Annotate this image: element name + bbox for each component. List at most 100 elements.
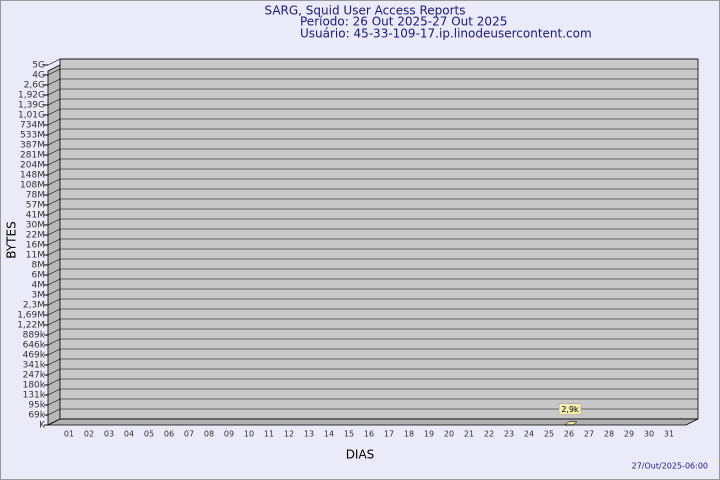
y-tick-label: 4G [32, 71, 45, 81]
x-tick-label: 04 [124, 430, 134, 439]
value-label-box [558, 403, 582, 415]
y-tick-label: 2,3M [23, 301, 45, 311]
x-tick-label: 27 [584, 430, 594, 439]
grid-line [47, 218, 698, 226]
y-tick-label: 204M [20, 161, 45, 171]
grid-line [47, 378, 698, 386]
grid-line [47, 368, 698, 376]
x-tick-label: 28 [604, 430, 614, 439]
grid-line [47, 398, 698, 406]
x-tick-label: 13 [304, 430, 314, 439]
grid-line [47, 228, 698, 236]
grid-line [47, 158, 698, 166]
x-tick-label: 05 [144, 430, 154, 439]
y-tick-label: 4M [32, 281, 46, 291]
grid-line [47, 408, 698, 416]
grid-line [47, 358, 698, 366]
y-tick-label: 533M [20, 131, 45, 141]
y-tick-label: 180k [23, 381, 46, 391]
grid-line [47, 118, 698, 126]
chart-title: SARG, Squid User Access Reports [264, 4, 465, 18]
x-tick-label: 29 [624, 430, 634, 439]
x-tick-label: 25 [544, 430, 554, 439]
grid-line [47, 348, 698, 356]
grid-line [47, 318, 698, 326]
y-tick-label: 889k [23, 331, 46, 341]
x-tick-label: 08 [204, 430, 214, 439]
y-tick-label: 69k [28, 411, 45, 421]
y-tick-label: 734M [20, 121, 45, 131]
grid-line [47, 198, 698, 206]
y-tick-label: 1,39G [18, 101, 45, 111]
grid-line [47, 168, 698, 176]
grid-line [47, 188, 698, 196]
user: Usuário: 45-33-109-17.ip.linodeuserconte… [300, 27, 592, 41]
x-tick-label: 14 [324, 430, 334, 439]
x-tick-label: 19 [424, 430, 434, 439]
footer: 27/Out/2025-06:00 [632, 462, 708, 471]
x-tick-label: 17 [384, 430, 394, 439]
x-tick-label: 10 [244, 430, 254, 439]
x-tick-label: 24 [524, 430, 534, 439]
grid-line [47, 338, 698, 346]
y-tick-label: 22M [26, 231, 45, 241]
y-tick-label: 16M [26, 241, 45, 251]
y-axis-label: BYTES [5, 221, 19, 258]
grid-line [47, 178, 698, 186]
value-label: 2,9k [561, 405, 579, 414]
grid-line [47, 308, 698, 316]
x-tick-label: 31 [664, 430, 674, 439]
x-tick-label: 09 [224, 430, 234, 439]
y-tick-label: 131k [23, 391, 46, 401]
y-tick-label: 1,01G [18, 111, 45, 121]
x-tick-label: 18 [404, 430, 414, 439]
grid-line [47, 238, 698, 246]
y-tick-label: 1,92G [18, 91, 45, 101]
x-tick-label: 20 [444, 430, 454, 439]
x-tick-label: 30 [644, 430, 654, 439]
grid-line [47, 328, 698, 336]
floor [47, 418, 699, 426]
y-tick-label: 11M [26, 251, 45, 261]
x-tick-label: 07 [184, 430, 194, 439]
grid-line [47, 278, 698, 286]
y-tick-label: 387M [20, 141, 45, 151]
grid-line [47, 388, 698, 396]
y-tick-label: 57M [26, 201, 45, 211]
grid-line [47, 258, 698, 266]
y-tick-label: 148M [20, 171, 45, 181]
grid-line [47, 268, 698, 276]
y-tick-label: 8M [32, 261, 46, 271]
grid-line [47, 68, 698, 76]
bar-top [564, 421, 578, 425]
x-tick-label: 23 [504, 430, 514, 439]
x-tick-label: 12 [284, 430, 294, 439]
grid-line [47, 208, 698, 216]
y-tick-label: 3M [32, 291, 46, 301]
chart-subtitle: Período: 26 Out 2025-27 Out 2025 [300, 15, 507, 29]
x-tick-label: 22 [484, 430, 494, 439]
y-tick-label: 78M [26, 191, 45, 201]
y-tick-label: 41M [26, 211, 45, 221]
y-tick-label: 30M [26, 221, 45, 231]
grid-line [47, 88, 698, 96]
x-tick-label: 16 [364, 430, 374, 439]
x-tick-label: 21 [464, 430, 474, 439]
y-tick-label: 469k [23, 351, 46, 361]
grid-line [47, 128, 698, 136]
left-wall [47, 64, 61, 426]
grid-line [47, 298, 698, 306]
x-tick-label: 26 [564, 430, 574, 439]
y-tick-label: 2,6G [24, 81, 45, 91]
x-tick-label: 01 [64, 430, 74, 439]
x-tick-label: 15 [344, 430, 354, 439]
y-tick-label: K [39, 421, 46, 431]
y-tick-label: 95k [28, 401, 45, 411]
y-tick-label: 341k [23, 361, 46, 371]
grid-line [47, 108, 698, 116]
y-tick-label: 1,22M [17, 321, 45, 331]
y-tick-label: 6M [32, 271, 46, 281]
x-tick-label: 03 [104, 430, 114, 439]
grid-line [47, 138, 698, 146]
